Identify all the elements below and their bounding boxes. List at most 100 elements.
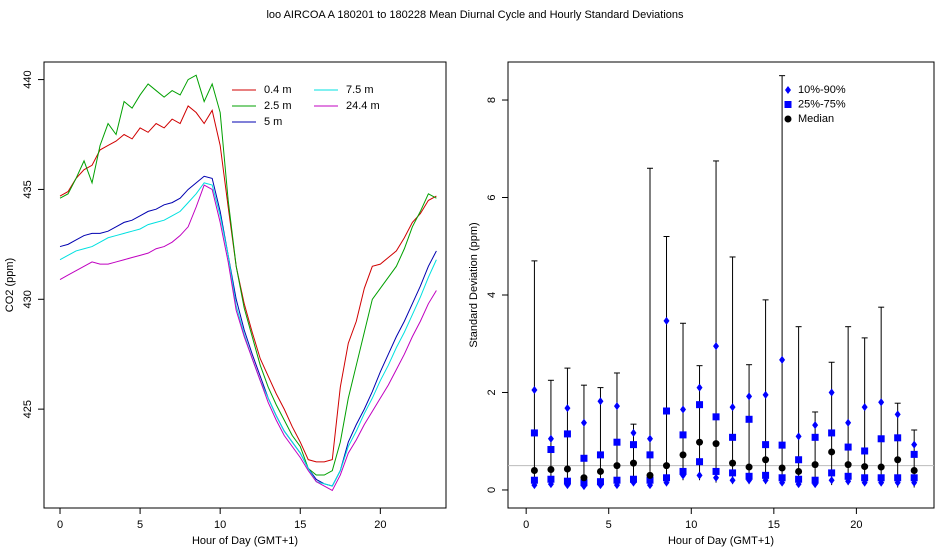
x-tick-label: 15: [294, 519, 306, 531]
marker-circle: [778, 464, 786, 472]
marker-square: [679, 467, 687, 475]
marker-square: [745, 415, 753, 423]
marker-circle: [563, 465, 571, 473]
x-tick-label: 20: [850, 519, 862, 531]
marker-circle: [729, 459, 737, 467]
legend-label: 7.5 m: [346, 84, 374, 96]
plot-frame: [507, 61, 935, 509]
marker-square: [877, 474, 885, 482]
marker-square: [729, 469, 737, 477]
marker-diamond: [531, 386, 538, 395]
y-tick-label: 2: [486, 389, 498, 395]
data-line: [59, 182, 437, 487]
marker-diamond: [680, 405, 687, 414]
marker-square: [629, 441, 637, 449]
x-tick-label: 5: [606, 519, 612, 531]
marker-square: [646, 476, 654, 484]
marker-circle: [530, 466, 538, 474]
marker-diamond: [911, 440, 918, 449]
data-line: [59, 184, 437, 492]
marker-diamond: [713, 342, 720, 351]
data-line: [59, 175, 437, 487]
marker-diamond: [597, 397, 604, 406]
legend-marker: [784, 101, 792, 108]
x-tick-label: 5: [137, 519, 143, 531]
marker-diamond: [779, 355, 786, 364]
marker-diamond: [630, 428, 637, 437]
marker-circle: [679, 451, 687, 459]
marker-square: [580, 479, 588, 487]
x-tick-label: 15: [768, 519, 780, 531]
marker-diamond: [812, 421, 819, 430]
marker-diamond: [547, 434, 554, 443]
data-line: [59, 74, 437, 476]
y-tick-label: 0: [486, 487, 498, 493]
marker-square: [663, 474, 671, 482]
marker-square: [679, 431, 687, 439]
marker-square: [696, 458, 704, 466]
marker-square: [613, 438, 621, 446]
marker-circle: [795, 467, 803, 475]
legend-label: Median: [798, 113, 834, 125]
figure-title: loo AIRCOA A 180201 to 180228 Mean Diurn…: [266, 9, 684, 21]
marker-circle: [844, 461, 852, 469]
marker-circle: [811, 461, 819, 469]
legend-label: 2.5 m: [264, 100, 292, 112]
legend-label: 5 m: [264, 116, 282, 128]
marker-square: [778, 474, 786, 482]
legend-label: 10%-90%: [798, 84, 846, 96]
marker-circle: [596, 467, 604, 475]
legend-label: 0.4 m: [264, 84, 292, 96]
marker-circle: [745, 463, 753, 471]
marker-diamond: [746, 392, 753, 401]
marker-diamond: [795, 432, 802, 441]
x-axis-label: Hour of Day (GMT+1): [192, 535, 298, 547]
marker-square: [811, 433, 819, 441]
marker-diamond: [729, 403, 736, 412]
legend-label: 25%-75%: [798, 98, 846, 110]
marker-diamond: [564, 404, 571, 413]
marker-square: [712, 413, 720, 421]
marker-square: [745, 472, 753, 480]
marker-circle: [712, 440, 720, 448]
marker-circle: [613, 462, 621, 470]
y-axis-label: CO2 (ppm): [4, 258, 16, 312]
marker-circle: [762, 456, 770, 464]
marker-diamond: [696, 383, 703, 392]
marker-square: [844, 443, 852, 451]
legend-marker: [785, 86, 791, 94]
marker-square: [844, 472, 852, 480]
marker-diamond: [580, 418, 587, 427]
data-line: [59, 105, 437, 463]
marker-square: [877, 435, 885, 443]
marker-circle: [646, 471, 654, 479]
marker-diamond: [696, 471, 703, 480]
marker-circle: [580, 474, 588, 482]
marker-diamond: [828, 388, 835, 397]
y-tick-label: 4: [486, 292, 498, 298]
marker-diamond: [663, 316, 670, 325]
marker-square: [861, 447, 869, 455]
marker-circle: [663, 462, 671, 470]
marker-square: [762, 471, 770, 479]
marker-diamond: [894, 410, 901, 419]
marker-circle: [629, 459, 637, 467]
marker-diamond: [845, 418, 852, 427]
marker-square: [910, 474, 918, 482]
marker-diamond: [828, 476, 835, 485]
marker-square: [580, 454, 588, 462]
y-tick-label: 440: [22, 70, 34, 88]
marker-square: [762, 441, 770, 449]
marker-square: [563, 477, 571, 485]
marker-square: [778, 441, 786, 449]
plot-frame: [43, 61, 447, 509]
marker-square: [629, 475, 637, 483]
marker-square: [894, 434, 902, 442]
x-tick-label: 10: [214, 519, 226, 531]
marker-circle: [828, 448, 836, 456]
marker-circle: [894, 456, 902, 464]
marker-square: [696, 401, 704, 409]
x-tick-label: 10: [685, 519, 697, 531]
y-axis-label: Standard Deviation (ppm): [468, 222, 480, 347]
